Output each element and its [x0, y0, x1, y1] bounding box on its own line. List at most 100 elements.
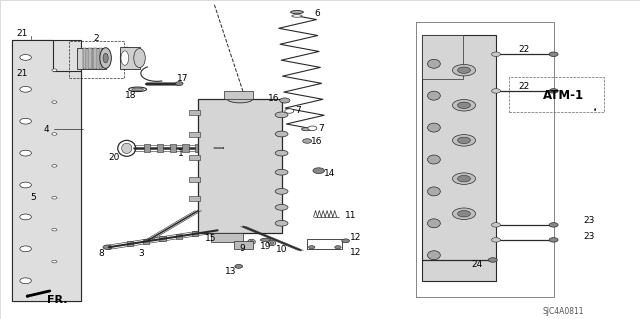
Bar	[422, 35, 496, 281]
Bar	[182, 144, 189, 152]
Circle shape	[235, 264, 243, 268]
Circle shape	[20, 86, 31, 92]
Bar	[99, 48, 102, 69]
Text: 19: 19	[260, 242, 271, 251]
Text: 7: 7	[295, 106, 300, 115]
Circle shape	[52, 260, 57, 263]
Circle shape	[308, 246, 315, 249]
Ellipse shape	[260, 238, 271, 241]
Text: 15: 15	[205, 234, 217, 243]
Text: 9: 9	[239, 244, 244, 253]
Ellipse shape	[129, 87, 147, 92]
Bar	[195, 144, 202, 152]
Circle shape	[20, 55, 31, 60]
Circle shape	[549, 238, 558, 242]
Text: 5: 5	[31, 193, 36, 202]
Text: 14: 14	[324, 169, 335, 178]
Text: 21: 21	[17, 69, 28, 78]
Ellipse shape	[248, 239, 255, 244]
Text: 11: 11	[345, 211, 356, 220]
Text: 2: 2	[93, 34, 99, 43]
Circle shape	[492, 238, 500, 242]
Circle shape	[458, 137, 470, 144]
Ellipse shape	[428, 219, 440, 228]
Circle shape	[52, 165, 57, 167]
Bar	[307, 239, 342, 249]
Circle shape	[458, 67, 470, 73]
Circle shape	[20, 278, 31, 284]
Circle shape	[52, 228, 57, 231]
Bar	[127, 241, 133, 246]
Circle shape	[452, 100, 476, 111]
Circle shape	[549, 89, 558, 93]
Text: 16: 16	[311, 137, 323, 146]
Ellipse shape	[100, 48, 111, 69]
Circle shape	[20, 246, 31, 252]
Ellipse shape	[428, 123, 440, 132]
Circle shape	[303, 139, 312, 143]
Text: 6: 6	[314, 9, 319, 18]
Circle shape	[52, 101, 57, 103]
Text: 23: 23	[583, 232, 595, 241]
Text: SJC4A0811: SJC4A0811	[543, 307, 584, 315]
Ellipse shape	[268, 241, 276, 246]
Circle shape	[335, 246, 341, 249]
Bar	[189, 155, 200, 160]
Bar	[159, 236, 166, 241]
Circle shape	[52, 197, 57, 199]
Bar	[157, 144, 163, 152]
Bar	[83, 48, 86, 69]
Ellipse shape	[103, 53, 108, 63]
Ellipse shape	[227, 95, 253, 103]
Ellipse shape	[428, 91, 440, 100]
Circle shape	[52, 133, 57, 135]
Ellipse shape	[275, 204, 288, 210]
Bar	[143, 239, 150, 244]
Text: 24: 24	[471, 260, 483, 269]
Text: 20: 20	[108, 153, 120, 162]
Circle shape	[20, 182, 31, 188]
Bar	[234, 241, 253, 249]
Bar	[77, 48, 106, 69]
Ellipse shape	[118, 140, 136, 156]
Circle shape	[342, 239, 349, 243]
Circle shape	[492, 52, 500, 56]
Ellipse shape	[275, 150, 288, 156]
Ellipse shape	[134, 48, 145, 68]
Ellipse shape	[121, 51, 129, 65]
Ellipse shape	[428, 59, 440, 68]
Ellipse shape	[275, 189, 288, 194]
Text: 16: 16	[268, 94, 280, 103]
Circle shape	[452, 135, 476, 146]
Ellipse shape	[275, 131, 288, 137]
Text: 18: 18	[125, 91, 137, 100]
Text: 8: 8	[99, 249, 104, 258]
Circle shape	[549, 52, 558, 56]
Circle shape	[452, 64, 476, 76]
Bar	[189, 177, 200, 182]
Bar	[189, 132, 200, 137]
Text: 17: 17	[177, 74, 188, 83]
Text: 23: 23	[583, 216, 595, 225]
Circle shape	[549, 223, 558, 227]
Ellipse shape	[275, 220, 288, 226]
Ellipse shape	[132, 88, 143, 91]
Bar	[88, 48, 92, 69]
Bar	[198, 99, 282, 233]
Bar	[175, 234, 182, 239]
Bar	[144, 144, 150, 152]
Ellipse shape	[250, 241, 253, 243]
Circle shape	[308, 126, 317, 130]
Bar	[224, 91, 253, 99]
Circle shape	[280, 98, 290, 103]
Circle shape	[458, 211, 470, 217]
Text: 22: 22	[518, 45, 529, 54]
Text: 3: 3	[138, 249, 143, 258]
Text: 21: 21	[17, 29, 28, 38]
Circle shape	[20, 150, 31, 156]
Ellipse shape	[301, 128, 312, 131]
Circle shape	[452, 208, 476, 219]
Ellipse shape	[428, 155, 440, 164]
Text: 4: 4	[44, 125, 49, 134]
Ellipse shape	[428, 251, 440, 260]
